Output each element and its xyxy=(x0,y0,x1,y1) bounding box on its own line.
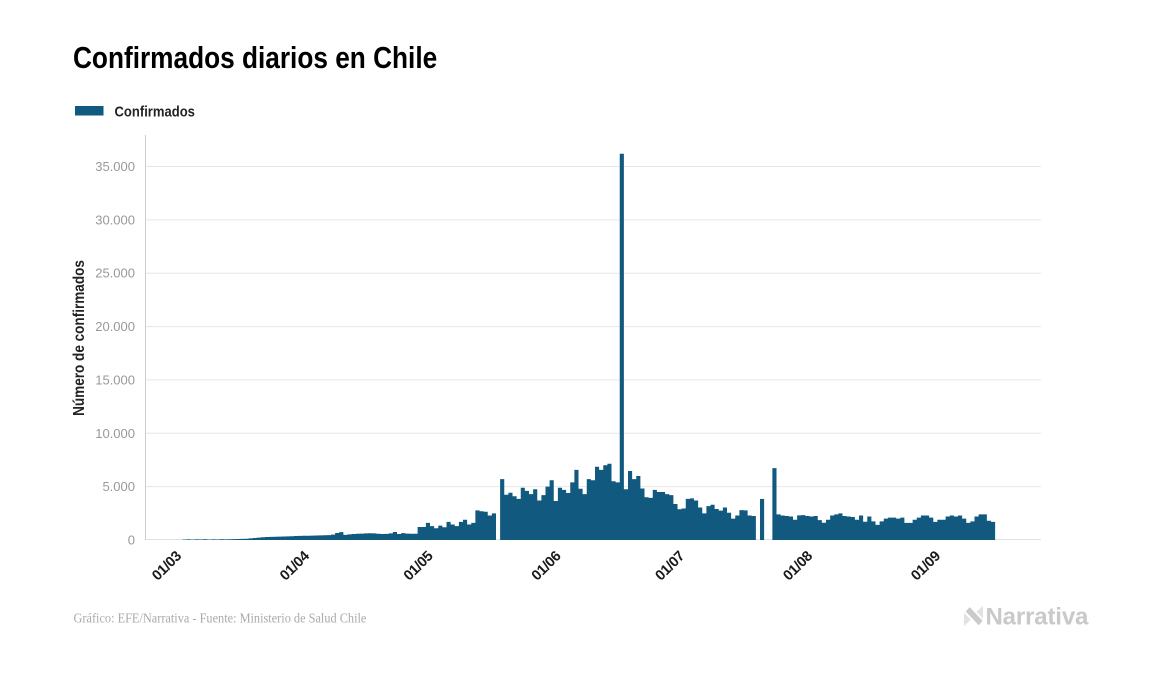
svg-text:Confirmados diarios en Chile: Confirmados diarios en Chile xyxy=(73,41,437,76)
svg-text:30.000: 30.000 xyxy=(95,212,135,227)
svg-text:5.000: 5.000 xyxy=(102,479,135,494)
svg-text:Narrativa: Narrativa xyxy=(986,604,1090,631)
svg-text:15.000: 15.000 xyxy=(95,372,135,387)
svg-text:10.000: 10.000 xyxy=(95,426,135,441)
svg-text:Gráfico: EFE/Narrativa - Fuent: Gráfico: EFE/Narrativa - Fuente: Ministe… xyxy=(74,610,367,626)
svg-text:0: 0 xyxy=(128,533,135,548)
svg-text:Número de confirmados: Número de confirmados xyxy=(71,260,88,416)
svg-text:35.000: 35.000 xyxy=(95,159,135,174)
svg-text:Confirmados: Confirmados xyxy=(115,103,196,120)
svg-text:25.000: 25.000 xyxy=(95,266,135,281)
svg-text:20.000: 20.000 xyxy=(95,319,135,334)
